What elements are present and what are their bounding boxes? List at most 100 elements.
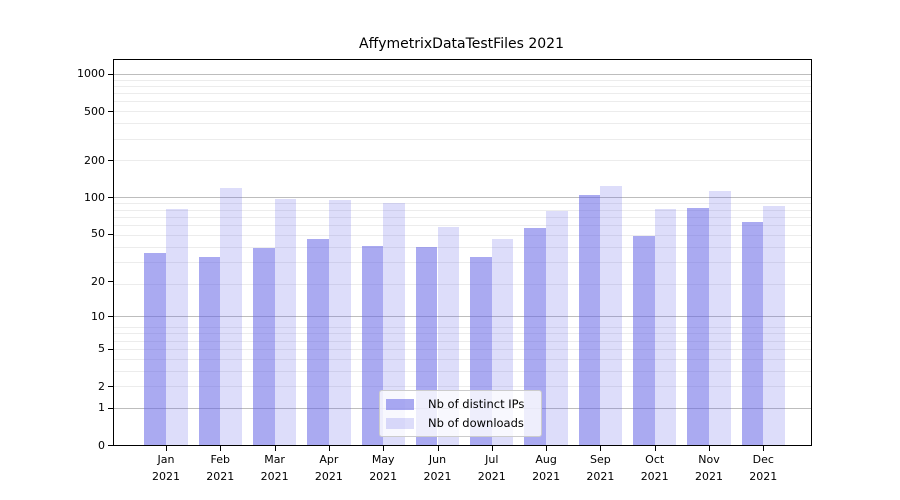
gridline-minor xyxy=(114,386,811,387)
gridline-minor xyxy=(114,216,811,218)
gridline-minor xyxy=(114,234,811,236)
legend: Nb of distinct IPs Nb of downloads xyxy=(379,390,542,437)
x-axis-tick xyxy=(546,445,548,451)
bar-downloads-apr xyxy=(328,200,351,445)
bar-downloads-aug xyxy=(546,210,568,445)
y-axis-tick-label: 5 xyxy=(98,342,105,356)
y-axis-tick-label: 10 xyxy=(91,309,105,323)
x-axis-tick-label: Jul 2021 xyxy=(477,453,506,483)
gridline-major xyxy=(114,316,811,318)
bar-distinct-ips-jan xyxy=(144,252,166,445)
gridline-minor xyxy=(114,79,811,81)
x-axis-tick xyxy=(763,445,765,451)
gridline-minor xyxy=(114,209,811,211)
gridline-minor xyxy=(114,246,811,248)
x-axis-tick xyxy=(709,445,710,451)
y-axis-tick-label: 2 xyxy=(98,379,105,393)
gridline-minor xyxy=(114,327,811,328)
y-axis-tick xyxy=(108,316,114,318)
y-axis-tick-label: 50 xyxy=(91,227,105,241)
y-axis-tick xyxy=(108,160,114,162)
gridline-major xyxy=(114,73,811,75)
x-axis-tick xyxy=(383,445,385,451)
gridline-minor xyxy=(114,262,811,264)
bar-downloads-jan xyxy=(166,208,188,445)
x-axis-tick-label: Mar 2021 xyxy=(260,453,289,483)
gridline-minor xyxy=(114,138,811,140)
bar-distinct-ips-apr xyxy=(307,239,329,445)
x-axis-tick-label: Jun 2021 xyxy=(423,453,452,483)
bar-downloads-dec xyxy=(763,205,785,445)
y-axis-tick xyxy=(108,197,114,199)
y-axis-tick-label: 200 xyxy=(84,153,105,167)
bar-downloads-feb xyxy=(220,188,242,445)
gridline-minor xyxy=(114,101,811,103)
bar-downloads-sep xyxy=(600,185,623,445)
chart-title: AffymetrixDataTestFiles 2021 xyxy=(359,36,564,52)
y-axis-tick xyxy=(108,445,114,446)
bar-downloads-nov xyxy=(709,190,731,445)
gridline-minor xyxy=(114,160,811,162)
bar-downloads-mar xyxy=(274,198,297,445)
x-axis-tick xyxy=(437,445,439,451)
y-axis-tick xyxy=(108,281,114,283)
y-axis-tick-label: 0 xyxy=(98,438,105,452)
x-axis-tick xyxy=(654,445,656,451)
gridline-minor xyxy=(114,111,811,113)
x-axis-tick-label: Aug 2021 xyxy=(532,453,561,483)
x-axis-tick-label: Oct 2021 xyxy=(640,453,669,483)
y-axis-tick xyxy=(108,73,114,75)
bar-downloads-may xyxy=(383,202,405,445)
legend-label-distinct-ips: Nb of distinct IPs xyxy=(428,397,525,411)
y-axis-tick xyxy=(108,407,114,409)
y-axis-tick xyxy=(108,386,114,387)
bar-distinct-ips-sep xyxy=(578,195,601,445)
plot-area: Nb of distinct IPs Nb of downloads Jan 20… xyxy=(77,59,812,483)
x-axis-tick-label: Sep 2021 xyxy=(586,453,615,483)
x-axis-tick xyxy=(274,445,276,451)
gridline-minor xyxy=(114,370,811,372)
legend-swatch-distinct-ips xyxy=(386,398,414,410)
gridline-minor xyxy=(114,203,811,205)
gridline-minor xyxy=(114,348,811,350)
x-axis-tick xyxy=(491,445,493,451)
gridline-minor xyxy=(114,123,811,125)
legend-label-downloads: Nb of downloads xyxy=(428,416,524,430)
y-axis-tick xyxy=(108,348,114,350)
x-axis-tick xyxy=(600,445,602,451)
legend-swatch-downloads xyxy=(386,417,414,429)
x-axis-tick-label: May 2021 xyxy=(369,453,398,483)
legend-item-downloads: Nb of downloads xyxy=(386,416,541,430)
y-axis-tick-label: 500 xyxy=(84,104,105,118)
gridline-minor xyxy=(114,93,811,95)
bar-distinct-ips-oct xyxy=(633,235,655,445)
x-axis-tick xyxy=(220,445,222,451)
bar-distinct-ips-mar xyxy=(252,248,275,445)
x-axis-tick xyxy=(166,445,167,451)
y-axis-tick-label: 1 xyxy=(98,401,105,415)
legend-item-distinct-ips: Nb of distinct IPs xyxy=(386,397,541,411)
bar-distinct-ips-dec xyxy=(741,222,764,445)
gridline-minor xyxy=(114,333,811,335)
x-axis-tick-label: Nov 2021 xyxy=(695,453,723,483)
x-axis-tick xyxy=(328,445,330,451)
gridline-minor xyxy=(114,340,811,342)
y-axis-tick-label: 20 xyxy=(91,274,105,288)
x-axis-tick-label: Jan 2021 xyxy=(152,453,180,483)
y-axis-tick-label: 1000 xyxy=(77,67,105,81)
bar-downloads-oct xyxy=(654,208,677,445)
y-axis-tick xyxy=(108,233,114,235)
bar-distinct-ips-feb xyxy=(198,257,221,445)
gridline-minor xyxy=(114,85,811,87)
y-axis-tick-label: 100 xyxy=(84,190,105,204)
x-axis-tick-label: Dec 2021 xyxy=(749,453,778,483)
gridline-minor xyxy=(114,225,811,226)
y-axis-tick xyxy=(108,111,114,112)
x-axis-tick-label: Feb 2021 xyxy=(206,453,235,483)
gridline-minor xyxy=(114,284,811,286)
bar-distinct-ips-may xyxy=(361,245,384,445)
gridline-major xyxy=(114,197,811,199)
x-axis-tick-label: Apr 2021 xyxy=(314,453,343,483)
bar-distinct-ips-nov xyxy=(687,208,709,445)
